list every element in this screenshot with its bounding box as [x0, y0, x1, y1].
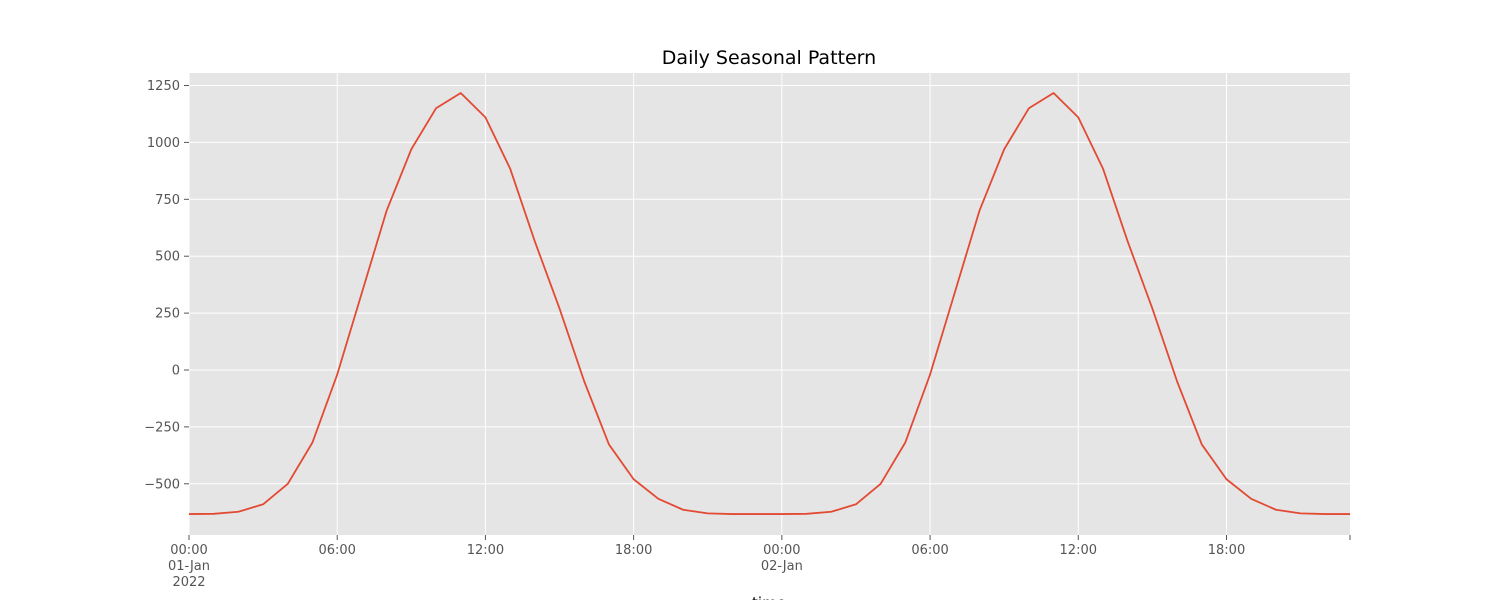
x-tick-label: 00:00 01-Jan 2022 — [168, 543, 210, 590]
y-tick-label: −250 — [144, 420, 180, 435]
y-tick-label: 250 — [155, 307, 180, 322]
x-axis: 00:00 01-Jan 2022 06:00 12:00 18:00 00:00 02-Ja… — [168, 535, 1351, 590]
plot-area — [189, 73, 1350, 535]
x-axis-label: time — [752, 594, 786, 600]
x-tick-label: 12:00 — [1060, 543, 1097, 558]
x-tick-label: 00:00 02-Jan — [761, 543, 803, 574]
series-layer — [188, 92, 1350, 515]
y-axis: −500 −250 0 250 500 750 1000 1250 — [144, 79, 189, 492]
y-tick-label: 1000 — [147, 136, 180, 151]
x-tick-label: 06:00 — [318, 543, 355, 558]
grid-lines — [188, 73, 1350, 535]
y-tick-label: 500 — [155, 250, 180, 265]
chart-title: Daily Seasonal Pattern — [662, 47, 876, 69]
series-line — [188, 92, 1350, 515]
y-tick-label: −500 — [144, 477, 180, 492]
x-tick-label: 12:00 — [467, 543, 504, 558]
x-tick-label: 06:00 — [911, 543, 948, 558]
x-tick-label: 18:00 — [1208, 543, 1245, 558]
y-tick-label: 1250 — [147, 79, 180, 94]
y-tick-label: 750 — [155, 193, 180, 208]
x-tick-label: 18:00 — [615, 543, 652, 558]
y-tick-label: 0 — [172, 364, 180, 379]
